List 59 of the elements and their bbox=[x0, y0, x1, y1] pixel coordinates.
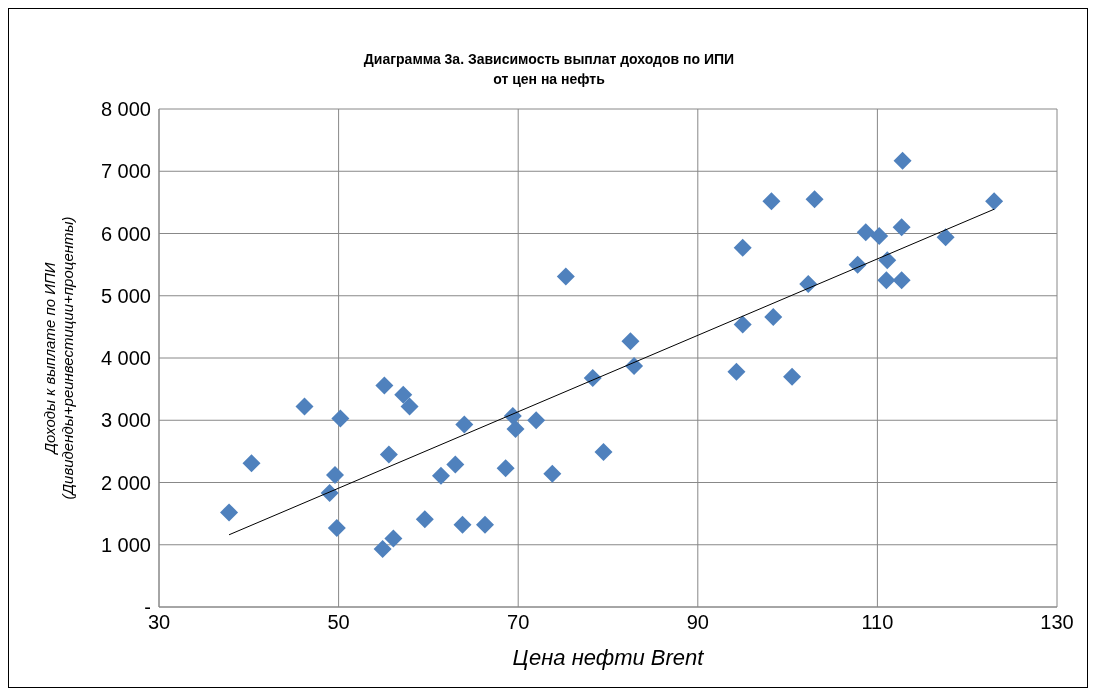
point bbox=[733, 238, 752, 257]
point bbox=[893, 151, 912, 170]
point bbox=[496, 459, 515, 478]
y-tick-label: 4 000 bbox=[100, 347, 151, 370]
y-tick-label: 6 000 bbox=[100, 222, 151, 245]
point bbox=[805, 190, 824, 209]
point bbox=[892, 218, 911, 237]
point bbox=[527, 411, 546, 430]
point bbox=[936, 228, 955, 247]
point bbox=[878, 251, 897, 270]
chart-title: Диаграмма 3а. Зависимость выплат доходов по ИПИ от цен на нефть bbox=[362, 50, 736, 89]
point bbox=[431, 466, 450, 485]
x-tick-label: 110 bbox=[861, 611, 894, 634]
point bbox=[733, 315, 752, 334]
point bbox=[375, 376, 394, 395]
y-tick-label: 3 000 bbox=[100, 409, 151, 432]
y-tick-label: 7 000 bbox=[100, 160, 151, 183]
y-tick-label: 5 000 bbox=[100, 284, 151, 307]
point bbox=[594, 443, 613, 461]
point bbox=[242, 454, 261, 473]
x-tick-label: 130 bbox=[1040, 611, 1074, 634]
point bbox=[762, 192, 781, 211]
point bbox=[877, 271, 896, 290]
point bbox=[783, 367, 802, 386]
x-tick-label: 70 bbox=[507, 611, 530, 634]
y-tick-label: 1 000 bbox=[100, 533, 151, 556]
point bbox=[621, 332, 640, 351]
point bbox=[446, 455, 465, 474]
point bbox=[295, 397, 314, 416]
point bbox=[985, 192, 1004, 211]
point bbox=[764, 307, 783, 326]
point bbox=[220, 503, 239, 522]
point bbox=[384, 529, 403, 548]
point bbox=[892, 271, 911, 290]
point bbox=[856, 223, 875, 242]
point bbox=[543, 464, 562, 483]
point bbox=[327, 518, 346, 537]
point bbox=[506, 419, 525, 438]
point bbox=[379, 445, 398, 464]
point bbox=[415, 510, 434, 529]
point bbox=[455, 415, 474, 434]
point bbox=[394, 385, 413, 404]
y-tick-label: 2 000 bbox=[100, 471, 151, 494]
y-axis-title: Доходы к выплате по ИПИ (Дивиденды+реинвестиции+проценты) bbox=[41, 216, 76, 500]
point bbox=[326, 466, 345, 485]
point bbox=[870, 226, 889, 245]
y-tick-label: 8 000 bbox=[100, 98, 151, 121]
point bbox=[453, 515, 472, 534]
point bbox=[400, 397, 419, 416]
point bbox=[799, 274, 818, 293]
x-axis-title: Цена нефти Brent bbox=[512, 645, 705, 670]
point bbox=[475, 515, 494, 534]
point bbox=[727, 362, 746, 381]
x-tick-label: 90 bbox=[686, 611, 709, 634]
point bbox=[373, 540, 392, 559]
point bbox=[556, 267, 575, 286]
x-tick-label: 30 bbox=[147, 611, 171, 634]
point bbox=[331, 409, 350, 428]
x-tick-label: 50 bbox=[327, 611, 350, 634]
